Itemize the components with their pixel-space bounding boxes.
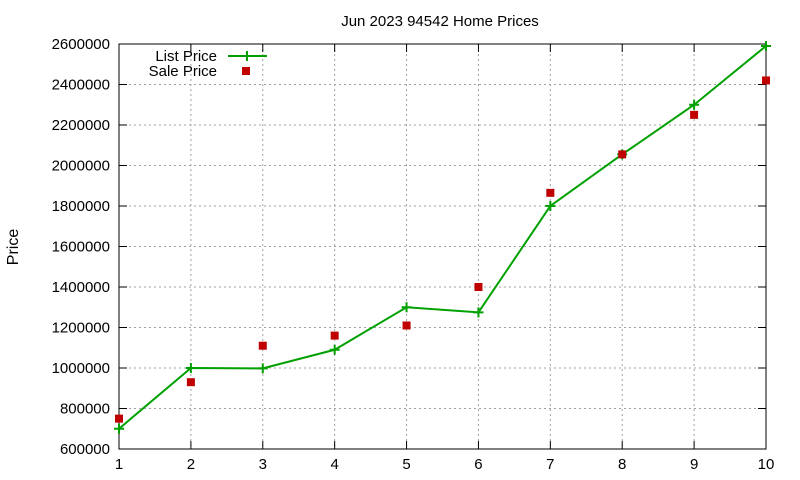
sale-price-point xyxy=(762,76,770,85)
sale-price-point xyxy=(402,321,411,330)
sale-price-point xyxy=(546,188,555,197)
x-tick-label: 5 xyxy=(402,456,410,473)
sale-price-point xyxy=(186,378,195,387)
list-price-point xyxy=(689,99,700,110)
y-tick-label: 2400000 xyxy=(52,77,110,94)
grid xyxy=(119,44,766,449)
sale-price-point xyxy=(618,150,627,159)
legend-marker-list-price xyxy=(242,51,252,61)
list-price-point xyxy=(761,41,771,52)
y-tick-label: 800000 xyxy=(60,401,110,418)
y-axis-label: Price xyxy=(5,229,22,266)
y-tick-label: 2000000 xyxy=(52,158,110,175)
sale-price-point xyxy=(474,283,483,291)
list-price-line xyxy=(118,45,767,430)
x-tick-label: 4 xyxy=(330,456,338,473)
legend-label-list-price: List Price xyxy=(155,48,217,65)
y-tick-label: 1600000 xyxy=(52,239,110,256)
x-tick-label: 1 xyxy=(115,456,123,473)
sale-price-point xyxy=(258,341,267,350)
y-tick-label: 600000 xyxy=(60,441,110,458)
list-price-point xyxy=(545,201,556,211)
sale-price-point xyxy=(330,331,339,340)
y-tick-label: 2600000 xyxy=(52,36,110,53)
chart-title: Jun 2023 94542 Home Prices xyxy=(341,13,539,30)
x-tick-label: 3 xyxy=(259,456,267,473)
x-tick-label: 6 xyxy=(474,456,482,473)
legend: List Price Sale Price xyxy=(149,48,267,80)
x-tick-label: 2 xyxy=(187,456,195,473)
legend-label-sale-price: Sale Price xyxy=(149,63,217,80)
series xyxy=(114,41,771,434)
y-tick-label: 1200000 xyxy=(52,320,110,337)
x-tick-label: 8 xyxy=(618,456,626,473)
x-tick-label: 10 xyxy=(758,456,775,473)
list-price-point xyxy=(185,363,196,373)
y-tick-label: 1400000 xyxy=(52,279,110,296)
legend-marker-sale-price xyxy=(242,67,250,75)
x-tick-label: 7 xyxy=(546,456,554,473)
sale-price-point xyxy=(690,110,699,119)
plot-frame xyxy=(118,43,767,450)
list-price-point xyxy=(401,302,412,313)
y-tick-label: 2200000 xyxy=(52,117,110,134)
y-tick-label: 1800000 xyxy=(52,198,110,215)
list-price-point xyxy=(257,363,268,374)
y-tick-label: 1000000 xyxy=(52,360,110,377)
list-price-point xyxy=(473,307,484,318)
sale-price-point xyxy=(115,414,123,423)
list-price-point xyxy=(114,423,124,434)
list-price-point xyxy=(329,344,340,355)
x-tick-label: 9 xyxy=(690,456,698,473)
axis-ticks: 600000 800000 1000000 1200000 1400000 1600000… xyxy=(52,36,775,473)
